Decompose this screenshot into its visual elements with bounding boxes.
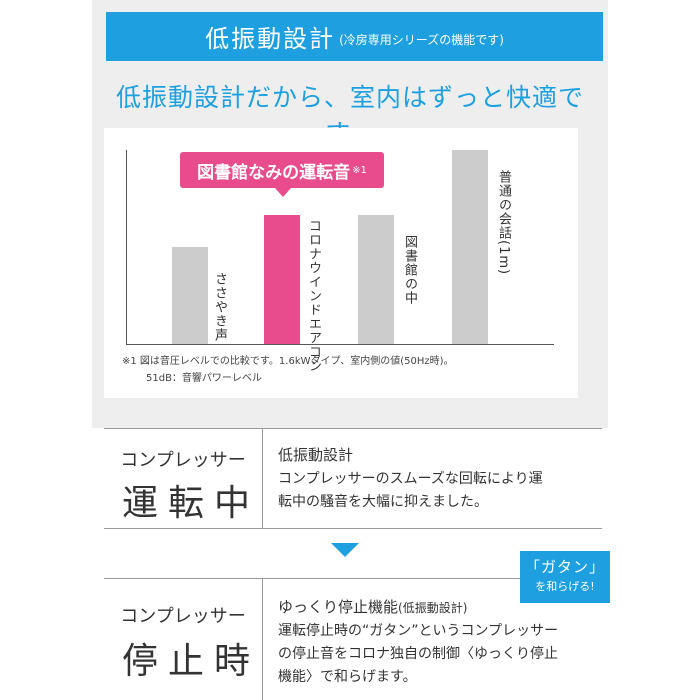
feature-title-text: 低振動設計: [278, 446, 354, 464]
feature-title-note: (低振動設計): [398, 601, 468, 615]
chart-bar-label: コロナウインドエアコン: [306, 218, 321, 373]
feature-title-text: ゆっくり停止機能: [278, 598, 399, 616]
description-line: 転中の騒音を大幅に抑えました。: [278, 494, 488, 510]
chart-callout: 図書館なみの運転音 ※1: [180, 152, 384, 188]
chart-footnote: ※1 図は音圧レベルでの比較です。1.6kWタイプ、室内側の値(50Hz時)。: [122, 356, 454, 367]
section-description: コンプレッサーのスムーズな回転により運 転中の騒音を大幅に抑えました。: [278, 468, 578, 514]
chart-bar-label: 図書館の中: [402, 234, 417, 305]
badge: 「ガタン」 を和らげる!: [520, 551, 610, 603]
callout-pointer: [275, 188, 291, 197]
chart-bar: [172, 247, 208, 344]
headline: 低振動設計だから、室内はずっと快適です。: [115, 83, 584, 148]
description-line: 運転停止時の“ガタン”というコンプレッサー: [278, 623, 559, 639]
badge-line-2: を和らげる!: [535, 580, 595, 593]
divider: [104, 528, 602, 529]
divider: [262, 428, 263, 528]
divider: [104, 578, 520, 579]
chart-bar: [452, 150, 488, 344]
description-line: の停止音をコロナ独自の制御〈ゆっくり停止: [278, 646, 558, 662]
chart-bar: [264, 214, 300, 344]
callout-text: 図書館なみの運転音: [197, 162, 351, 183]
chart-bar-label: 普通の会話(1m): [496, 170, 511, 276]
section-subtitle: (冷房専用シリーズの機能です): [339, 33, 504, 47]
section-state-running: 運転中: [121, 483, 260, 524]
chart-bar-label: ささやき声: [212, 272, 227, 342]
section-label-compressor: コンプレッサー: [120, 450, 246, 471]
chart-footnote-power: 51dB：音響パワーレベル: [146, 373, 262, 384]
section-description: 運転停止時の“ガタン”というコンプレッサー の停止音をコロナ独自の制御〈ゆっくり…: [278, 620, 588, 689]
chart-x-axis: [126, 344, 554, 345]
badge-line-1: 「ガタン」: [524, 558, 605, 576]
section-label-compressor: コンプレッサー: [120, 606, 246, 627]
chart-bar: [358, 214, 394, 344]
section-feature-title: 低振動設計: [278, 444, 353, 465]
chart-y-axis: [126, 150, 127, 344]
section-title: 低振動設計: [205, 25, 336, 53]
divider: [262, 578, 263, 700]
description-line: 機能〉で和らげます。: [278, 669, 417, 685]
section-title-bar: 低振動設計 (冷房専用シリーズの機能です): [106, 12, 603, 61]
divider: [104, 428, 602, 429]
section-feature-title: ゆっくり停止機能(低振動設計): [278, 596, 467, 617]
callout-mark: ※1: [352, 164, 367, 176]
chevron-down-icon: [331, 543, 359, 557]
description-line: コンプレッサーのスムーズな回転により運: [278, 471, 543, 487]
section-state-stopped: 停止時: [121, 641, 260, 682]
